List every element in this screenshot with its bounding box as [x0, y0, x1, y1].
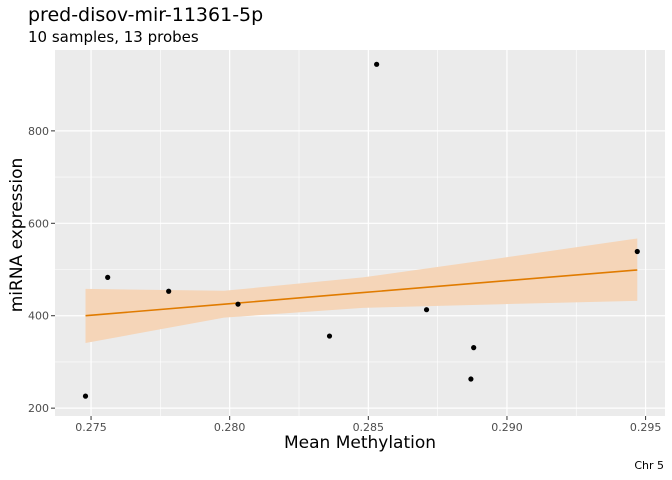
y-axis-label: miRNA expression	[7, 157, 27, 313]
data-point	[82, 393, 89, 399]
chart-caption: Chr 5	[634, 459, 664, 472]
data-point	[235, 301, 241, 307]
x-tick-label: 0.285	[353, 421, 385, 434]
data-point	[326, 333, 333, 339]
data-point	[105, 274, 111, 280]
plot-panel	[55, 50, 665, 416]
x-tick-label: 0.290	[491, 421, 523, 434]
y-tick-label: 200	[28, 402, 49, 415]
x-tick-label: 0.295	[630, 421, 662, 434]
x-tick-label: 0.280	[214, 421, 246, 434]
data-point	[166, 288, 172, 294]
chart-subtitle: 10 samples, 13 probes	[28, 28, 199, 46]
data-point	[374, 61, 380, 67]
data-point	[471, 345, 477, 351]
y-tick-label: 600	[28, 217, 49, 230]
fit-line	[85, 269, 638, 317]
data-point	[634, 248, 640, 255]
chart-title: pred-disov-mir-11361-5p	[28, 4, 264, 26]
confidence-ribbon	[85, 238, 638, 343]
x-tick-label: 0.275	[75, 421, 107, 434]
y-tick-label: 400	[28, 310, 49, 323]
data-point	[423, 307, 430, 313]
x-axis-label: Mean Methylation	[283, 433, 437, 453]
data-point	[468, 376, 474, 382]
y-tick-label: 800	[28, 125, 49, 138]
